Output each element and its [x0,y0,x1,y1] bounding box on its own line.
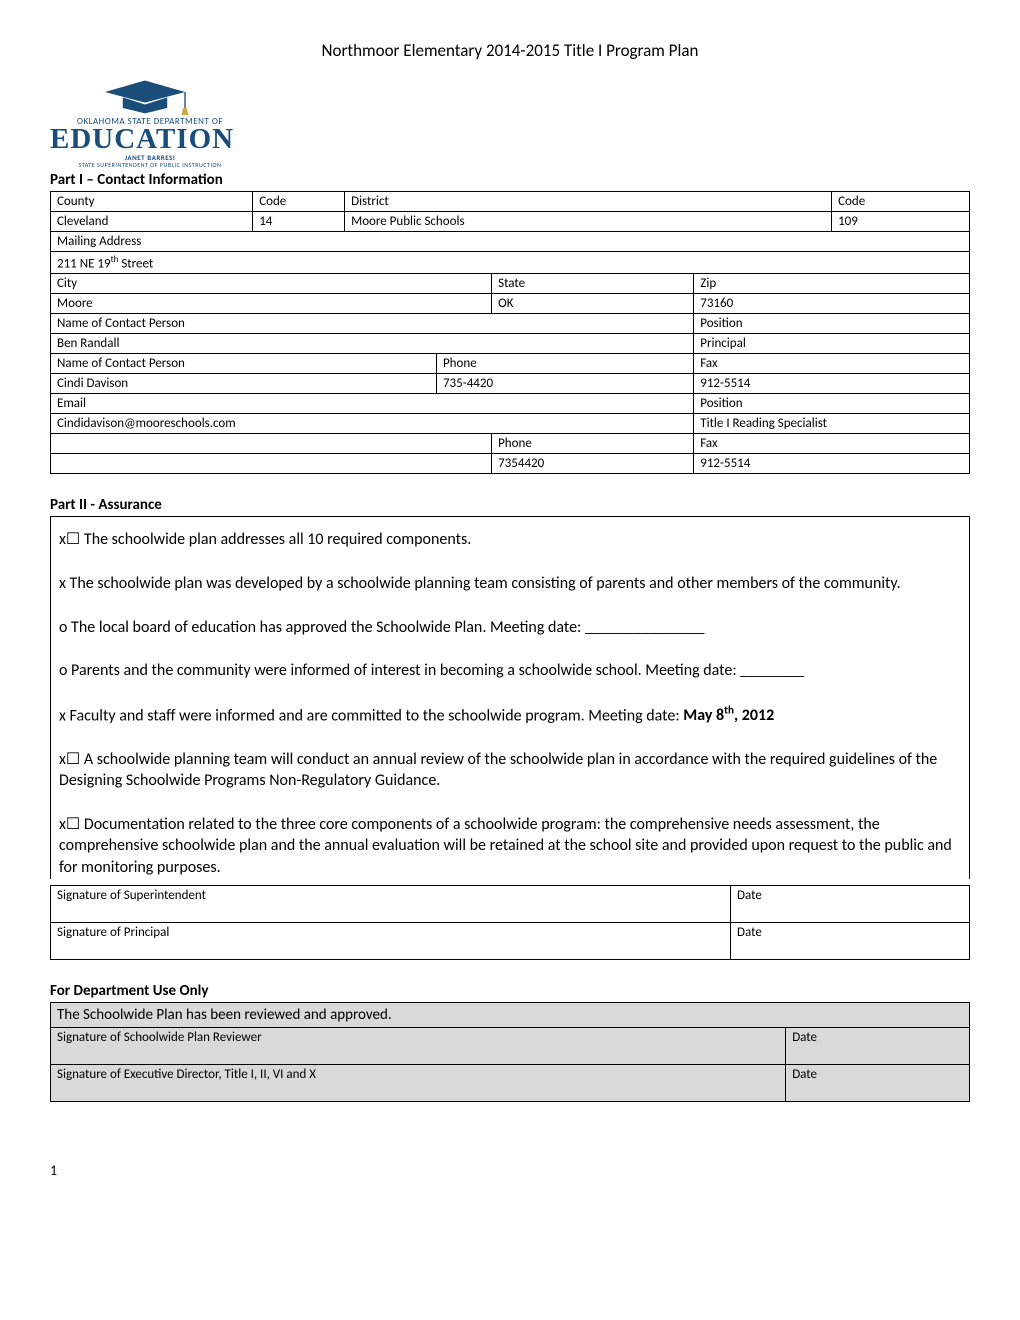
sig-superintendent: Signature of Superintendent [51,885,731,922]
signature-table: Signature of Superintendent Date Signatu… [50,885,970,960]
phone2-value: 7354420 [492,454,694,474]
part1-heading: Part I – Contact Information [50,171,970,189]
code-label-2: Code [832,192,970,212]
fax-label-2: Fax [694,434,970,454]
fax-label: Fax [694,354,970,374]
assurance-item: o Parents and the community were informe… [59,660,961,682]
blank-cell [51,434,492,454]
contact2-value: Cindi Davison [51,374,437,394]
district-code-value: 109 [832,212,970,232]
fax1-value: 912-5514 [694,374,970,394]
logo-subtitle: STATE SUPERINTENDENT OF PUBLIC INSTRUCTI… [50,161,250,169]
district-label: District [345,192,832,212]
district-value: Moore Public Schools [345,212,832,232]
dept-table: The Schoolwide Plan has been reviewed an… [50,1002,970,1102]
phone1-value: 735-4420 [436,374,693,394]
dept-date: Date [786,1064,970,1101]
zip-value: 73160 [694,294,970,314]
position1-value: Principal [694,334,970,354]
position-label: Position [694,314,970,334]
dept-reviewer: Signature of Schoolwide Plan Reviewer [51,1027,786,1064]
assurance-box: x☐ The schoolwide plan addresses all 10 … [50,516,970,878]
mailing-value: 211 NE 19th Street [51,252,970,274]
part2-heading: Part II - Assurance [50,496,970,514]
state-label: State [492,274,694,294]
mailing-label: Mailing Address [51,232,970,252]
logo-education: EDUCATION [50,123,250,156]
assurance-item: x☐ The schoolwide plan addresses all 10 … [59,529,961,551]
sig-principal: Signature of Principal [51,922,731,959]
county-label: County [51,192,253,212]
zip-label: Zip [694,274,970,294]
contact-table: County Code District Code Cleveland 14 M… [50,191,970,474]
email-label: Email [51,394,694,414]
grad-cap-icon [90,76,200,116]
position-label-2: Position [694,394,970,414]
education-logo: OKLAHOMA STATE DEPARTMENT OF EDUCATION J… [50,71,250,166]
dept-approved: The Schoolwide Plan has been reviewed an… [51,1002,970,1027]
city-value: Moore [51,294,492,314]
fax2-value: 912-5514 [694,454,970,474]
phone-label: Phone [436,354,693,374]
email-value: Cindidavison@mooreschools.com [51,414,694,434]
code-label: Code [253,192,345,212]
contact1-value: Ben Randall [51,334,694,354]
position2-value: Title I Reading Specialist [694,414,970,434]
dept-date: Date [786,1027,970,1064]
assurance-item: x Faculty and staff were informed and ar… [59,704,961,727]
assurance-item: x☐ Documentation related to the three co… [59,814,961,879]
phone-label-2: Phone [492,434,694,454]
assurance-item: o The local board of education has appro… [59,617,961,639]
blank-cell [51,454,492,474]
dept-director: Signature of Executive Director, Title I… [51,1064,786,1101]
sig-date: Date [731,922,970,959]
county-value: Cleveland [51,212,253,232]
sig-date: Date [731,885,970,922]
assurance-item: x☐ A schoolwide planning team will condu… [59,749,961,792]
dept-heading: For Department Use Only [50,982,970,1000]
assurance-item: x The schoolwide plan was developed by a… [59,573,961,595]
county-code-value: 14 [253,212,345,232]
state-value: OK [492,294,694,314]
page-title: Northmoor Elementary 2014-2015 Title I P… [50,40,970,61]
page-number: 1 [50,1162,970,1179]
city-label: City [51,274,492,294]
contact1-label: Name of Contact Person [51,314,694,334]
contact2-label: Name of Contact Person [51,354,437,374]
